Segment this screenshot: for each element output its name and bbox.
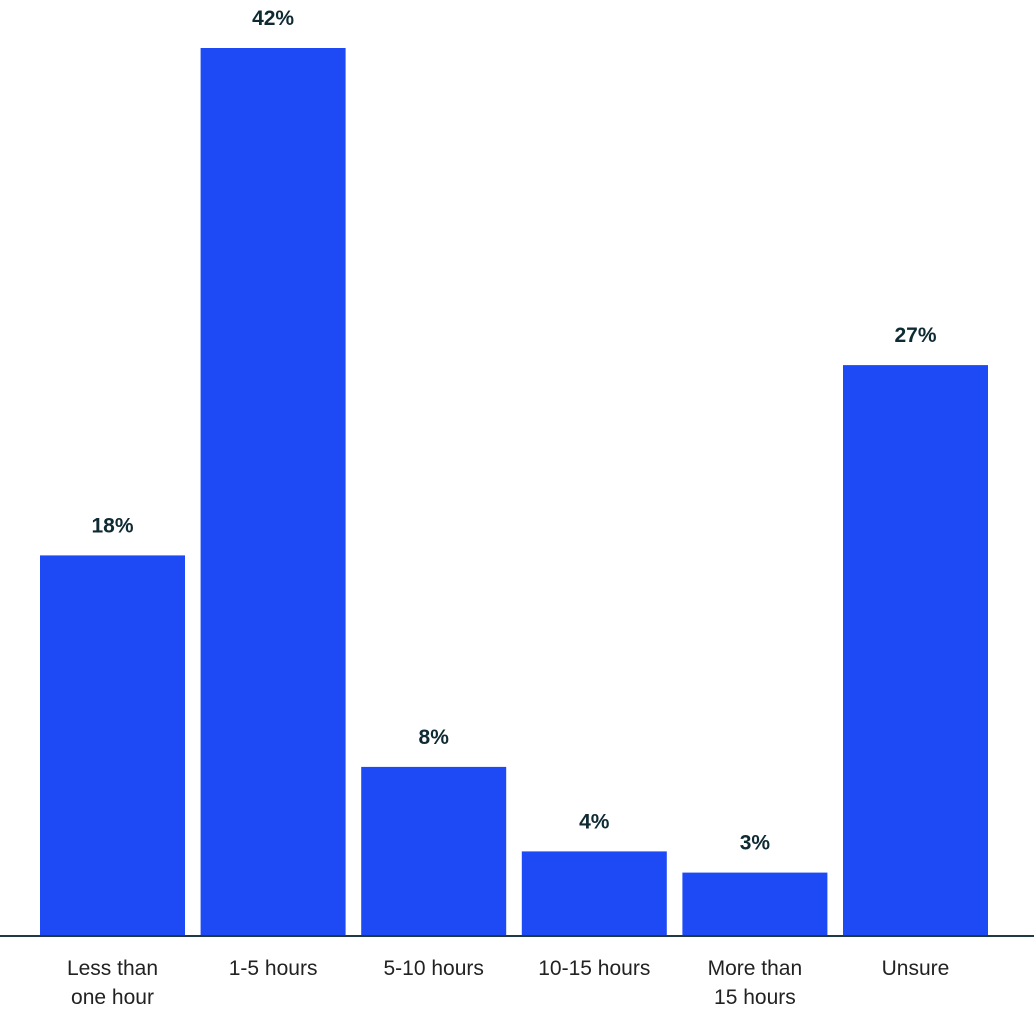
bar-1 — [200, 48, 346, 936]
x-tick-label-3-line-0: 10-15 hours — [538, 957, 650, 980]
x-tick-label-0-line-0: Less than — [67, 957, 158, 980]
x-tick-label-0-line-1: one hour — [71, 986, 154, 1009]
bar-value-label-1: 42% — [252, 7, 294, 30]
x-tick-labels-group: Less than one hour 1-5 hours 5-10 hours 10-1… — [67, 957, 949, 1009]
bar-value-label-5: 27% — [894, 324, 936, 347]
x-tick-label-5-line-0: Unsure — [882, 957, 950, 980]
x-tick-label-1-line-0: 1-5 hours — [229, 957, 318, 980]
x-tick-label-4-line-1: 15 hours — [714, 986, 796, 1009]
bar-value-label-3: 4% — [579, 810, 610, 833]
bar-value-label-0: 18% — [91, 514, 133, 537]
x-tick-label-2-line-0: 5-10 hours — [383, 957, 483, 980]
bar-0 — [40, 555, 185, 936]
bar-5 — [843, 365, 988, 937]
bar-value-label-2: 8% — [419, 726, 450, 749]
bar-2 — [361, 766, 507, 936]
bars-group — [40, 48, 988, 937]
value-labels-group: 18% 42% 8% 4% 3% 27% — [91, 7, 936, 855]
bar-3 — [521, 851, 667, 936]
bar-4 — [682, 872, 828, 936]
x-tick-label-4-line-0: More than — [708, 957, 803, 980]
bar-value-label-4: 3% — [740, 832, 771, 855]
